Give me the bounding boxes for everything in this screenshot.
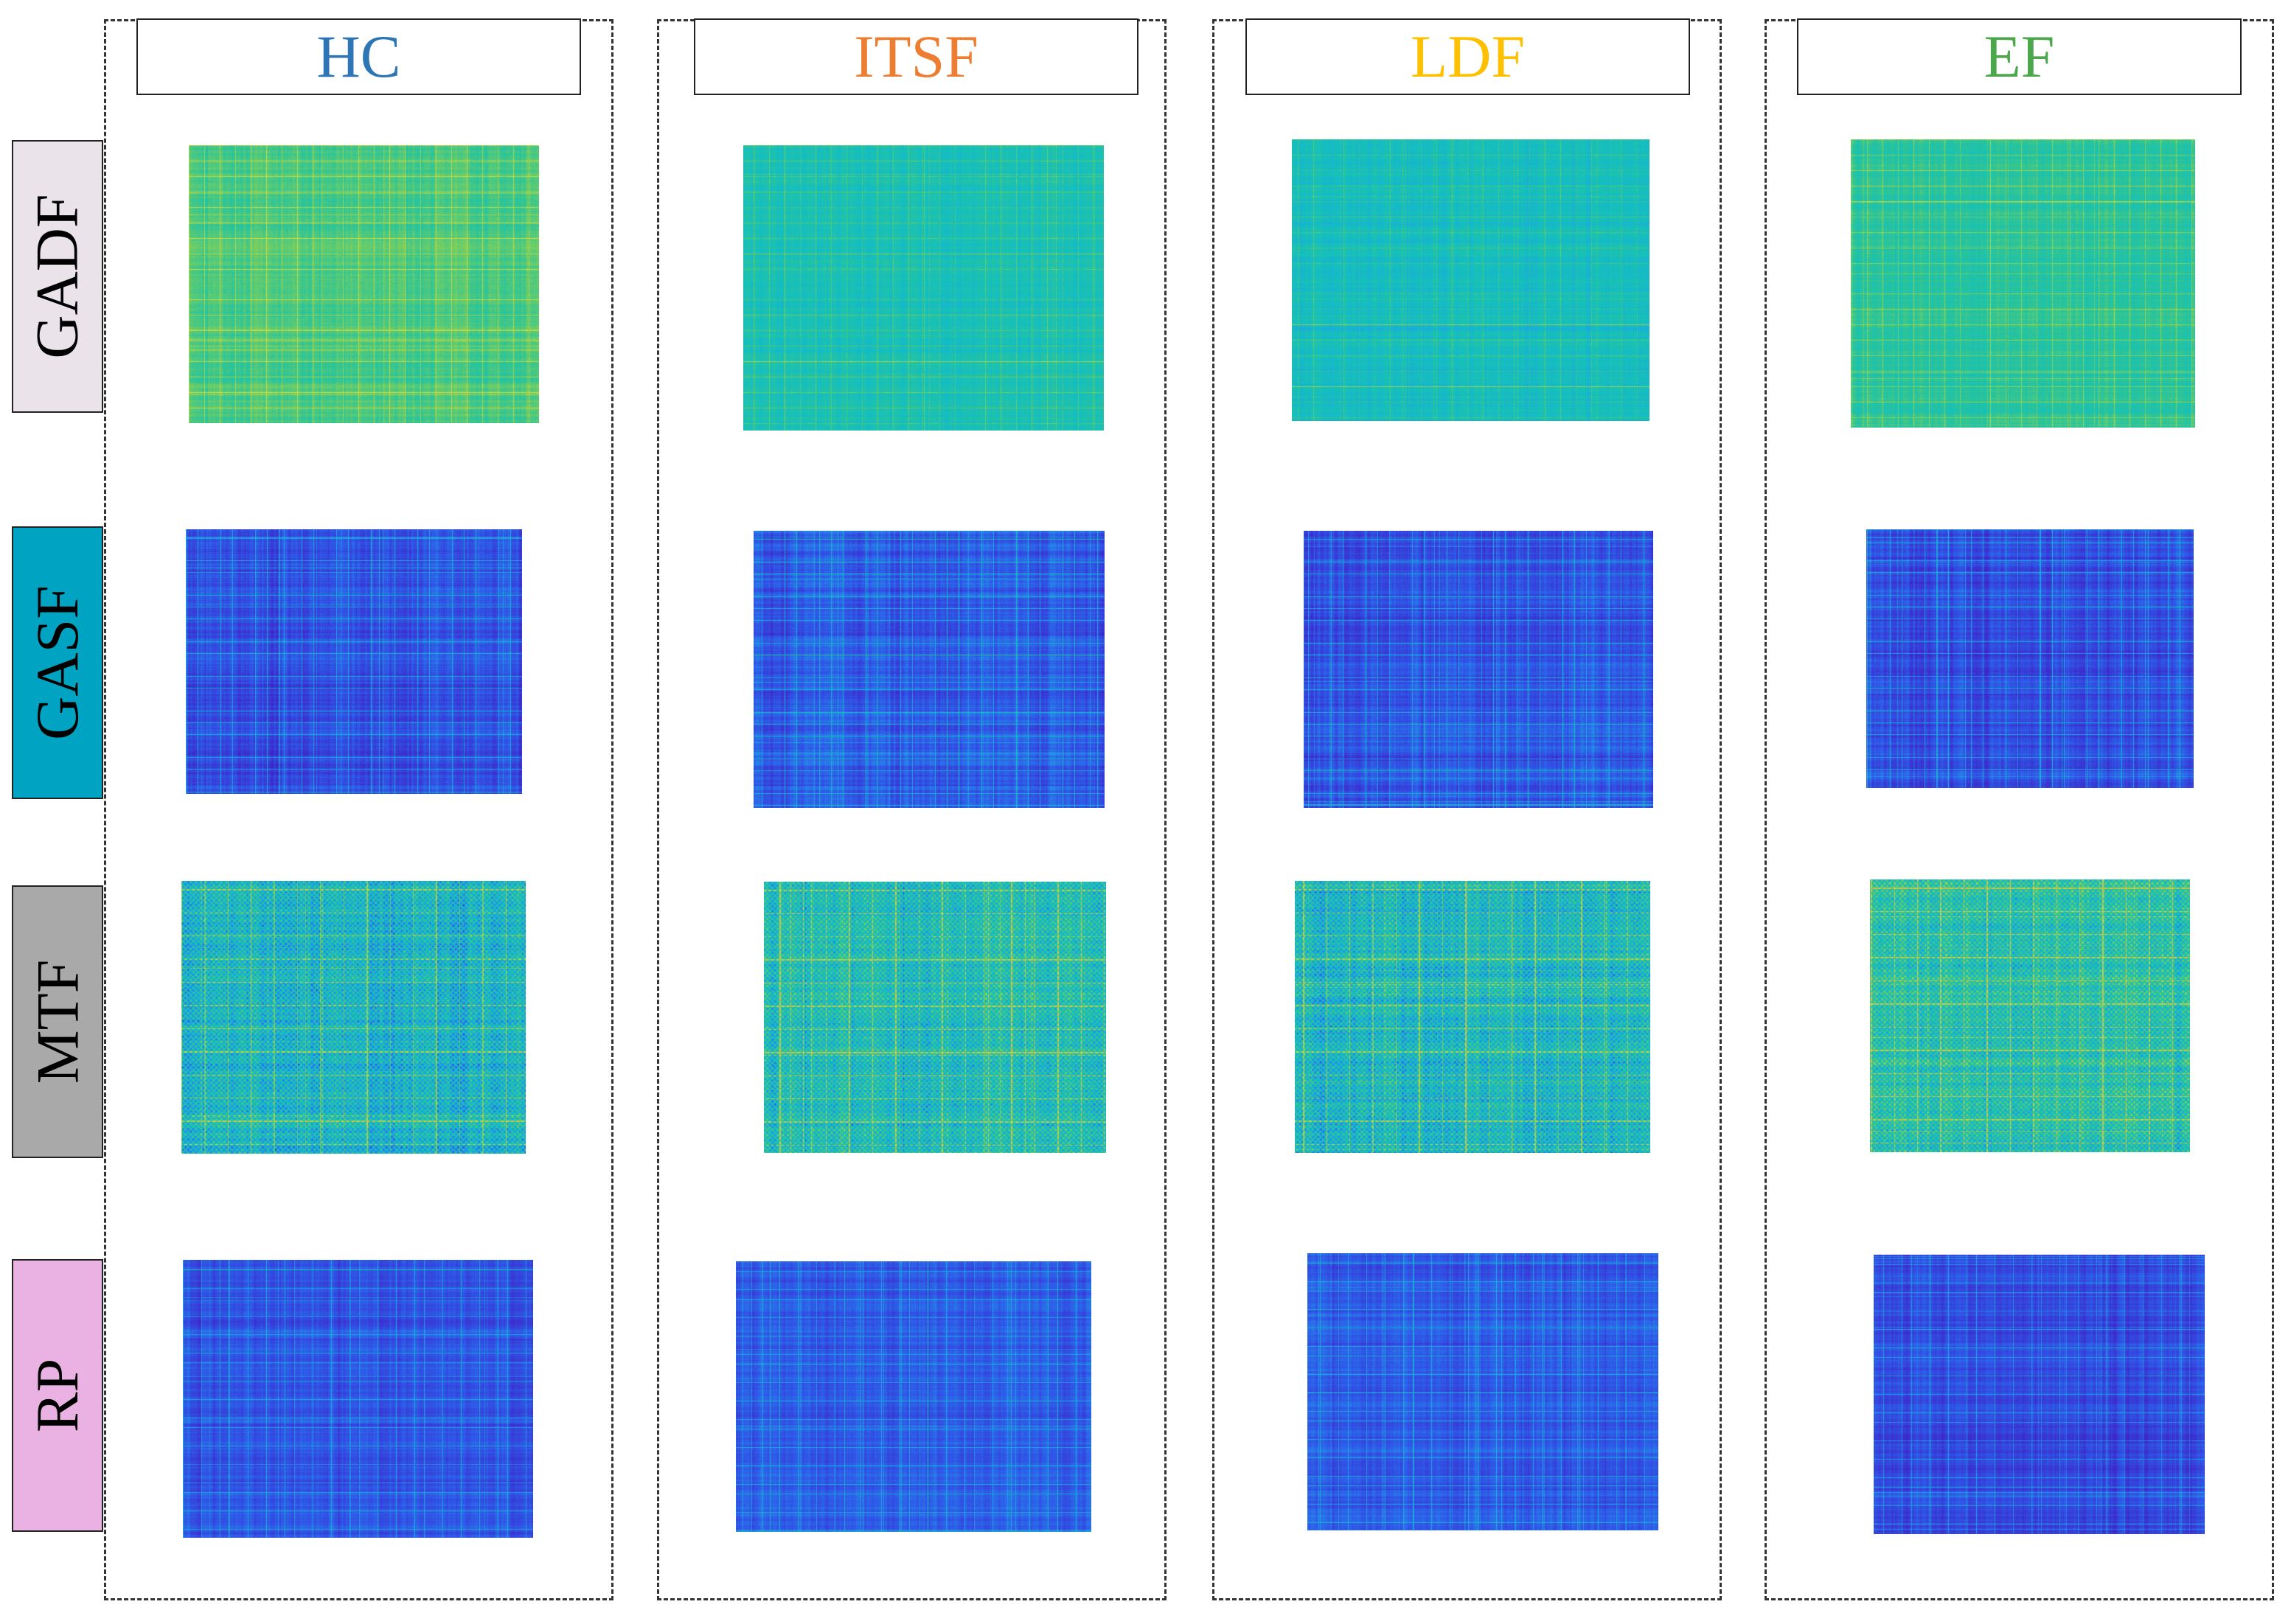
image-gasf-itsf: [754, 531, 1105, 808]
row-label-rp-text: RP: [24, 1358, 91, 1433]
image-gadf-ldf: [1292, 139, 1649, 421]
row-label-mtf-text: MTF: [24, 959, 91, 1084]
image-mtf-itsf: [764, 882, 1106, 1153]
column-title-hc: HC: [136, 18, 581, 95]
row-label-mtf: MTF: [12, 885, 103, 1158]
row-label-rp: RP: [12, 1259, 103, 1532]
image-gadf-hc: [189, 145, 539, 423]
image-gadf-itsf: [743, 145, 1104, 431]
image-gadf-ef: [1851, 139, 2195, 428]
row-label-gadf: GADF: [12, 140, 103, 413]
row-label-gasf-text: GASF: [24, 585, 91, 740]
row-label-gadf-text: GADF: [24, 194, 91, 359]
image-rp-hc: [183, 1260, 533, 1538]
column-title-ldf: LDF: [1245, 18, 1690, 95]
image-rp-ef: [1874, 1255, 2205, 1534]
image-mtf-ldf: [1295, 881, 1650, 1153]
image-gasf-ldf: [1304, 531, 1653, 808]
image-gasf-ef: [1866, 529, 2194, 788]
image-rp-ldf: [1307, 1253, 1658, 1530]
row-label-gasf: GASF: [12, 526, 103, 799]
column-title-ef: EF: [1797, 18, 2242, 95]
image-rp-itsf: [736, 1261, 1091, 1532]
image-mtf-ef: [1870, 879, 2190, 1152]
column-title-itsf: ITSF: [694, 18, 1138, 95]
image-mtf-hc: [181, 881, 526, 1154]
image-gasf-hc: [186, 529, 522, 794]
